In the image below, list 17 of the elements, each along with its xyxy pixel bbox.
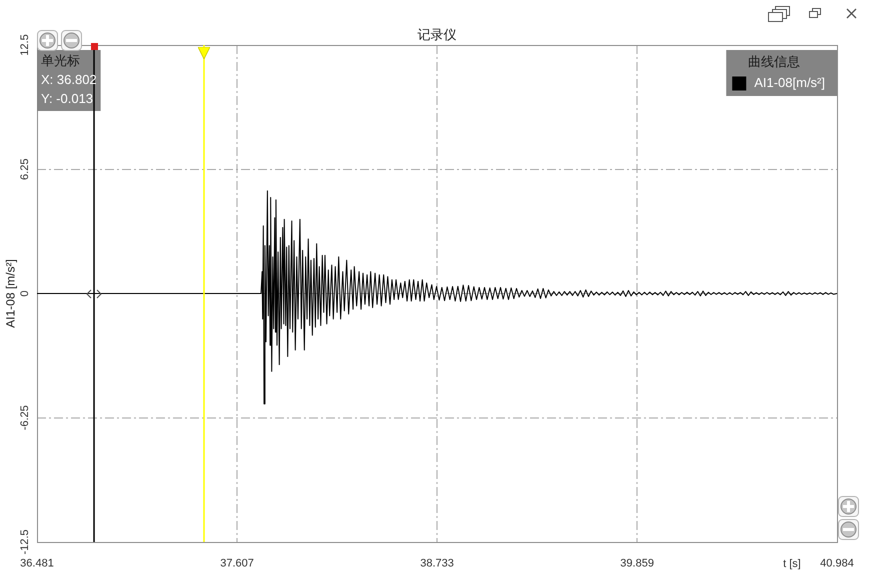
y-tick-label: 0 bbox=[19, 290, 32, 297]
x-tick-label: 36.481 bbox=[20, 558, 54, 570]
x-tick-label: 37.607 bbox=[220, 558, 254, 570]
x-axis-title: t [s] bbox=[783, 558, 801, 570]
y-tick-label: 6.25 bbox=[19, 158, 32, 180]
x-tick-label: 39.859 bbox=[620, 558, 654, 570]
x-tick-label: 40.984 bbox=[820, 558, 854, 570]
y-tick-label: -6.25 bbox=[19, 405, 32, 430]
legend-title: 曲线信息 bbox=[748, 54, 800, 70]
x-tick-label: 38.733 bbox=[420, 558, 454, 570]
annotation: Y: -0.013 bbox=[41, 91, 94, 106]
annotation: 单光标 bbox=[41, 53, 80, 68]
legend-label: AI1-08[m/s²] bbox=[754, 75, 825, 90]
y-tick-label: -12.5 bbox=[19, 529, 32, 555]
y-axis-title: AI1-08 [m/s²] bbox=[3, 259, 18, 328]
y-tick-label: 12.5 bbox=[19, 34, 32, 56]
chart-title: 记录仪 bbox=[418, 27, 456, 42]
